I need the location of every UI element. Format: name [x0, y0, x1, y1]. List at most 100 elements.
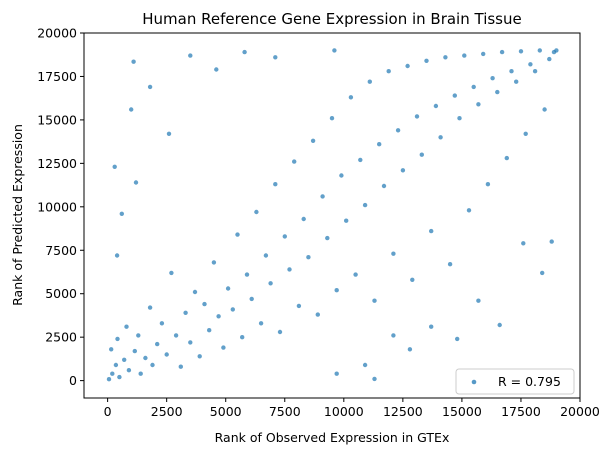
- scatter-point: [523, 131, 528, 136]
- scatter-point: [164, 352, 169, 357]
- x-tick-label: 0: [104, 404, 112, 419]
- scatter-point: [372, 376, 377, 382]
- scatter-point: [429, 228, 434, 234]
- scatter-point: [339, 173, 344, 178]
- scatter-point: [462, 53, 467, 58]
- scatter-point: [344, 218, 349, 223]
- scatter-point: [433, 103, 439, 109]
- scatter-point: [497, 322, 502, 328]
- scatter-point: [301, 216, 306, 222]
- scatter-point: [169, 270, 174, 276]
- scatter-point: [273, 55, 278, 60]
- scatter-point: [129, 107, 134, 112]
- scatter-point: [192, 289, 198, 295]
- scatter-point: [119, 211, 125, 216]
- scatter-point: [521, 241, 526, 246]
- y-tick-label: 17500: [37, 69, 77, 84]
- scatter-point: [117, 374, 122, 380]
- scatter-point: [320, 194, 325, 199]
- scatter-point: [249, 296, 254, 302]
- scatter-point: [136, 333, 141, 338]
- scatter-point: [159, 321, 165, 326]
- scatter-point: [155, 341, 160, 347]
- scatter-point: [147, 305, 153, 310]
- x-tick-label: 17500: [501, 404, 541, 419]
- scatter-point: [282, 234, 287, 239]
- scatter-point: [114, 253, 120, 258]
- scatter-point: [504, 155, 509, 161]
- scatter-point: [277, 329, 283, 335]
- scatter-point: [395, 128, 401, 133]
- scatter-point: [131, 59, 136, 64]
- y-tick-label: 2500: [45, 330, 77, 345]
- scatter-point: [230, 307, 235, 312]
- x-tick-label: 7500: [269, 404, 301, 419]
- legend-box: [455, 368, 575, 395]
- scatter-point: [292, 159, 297, 164]
- y-tick-label: 7500: [45, 243, 77, 258]
- scatter-point: [110, 371, 115, 376]
- scatter-point: [197, 354, 202, 359]
- scatter-point: [221, 345, 226, 350]
- x-axis-ticks: 0 2500 5000 7500 10000 12500 15000 17500 20000: [104, 398, 600, 419]
- scatter-point: [244, 272, 250, 277]
- scatter-point: [540, 270, 545, 276]
- scatter-point: [554, 48, 559, 53]
- scatter-point: [377, 142, 382, 147]
- scatter-point: [367, 79, 372, 84]
- y-tick-label: 10000: [37, 199, 77, 214]
- legend: R = 0.795: [455, 368, 575, 395]
- scatter-point: [362, 362, 368, 368]
- scatter-point: [258, 321, 264, 326]
- scatter-point: [202, 301, 207, 307]
- scatter-point: [188, 53, 193, 58]
- scatter-point: [481, 51, 486, 57]
- scatter-point: [211, 260, 217, 265]
- scatter-point: [254, 209, 259, 215]
- scatter-point: [419, 152, 424, 157]
- y-tick-label: 5000: [45, 286, 77, 301]
- scatter-point: [306, 255, 311, 260]
- scatter-point: [138, 371, 143, 376]
- scatter-point: [542, 107, 547, 112]
- scatter-point: [216, 314, 221, 319]
- scatter-point: [490, 76, 495, 81]
- scatter-point: [400, 168, 406, 173]
- scatter-point: [178, 364, 183, 369]
- scatter-point: [325, 235, 330, 241]
- scatter-point: [547, 56, 552, 62]
- scatter-point: [414, 114, 420, 119]
- scatter-point: [214, 67, 219, 72]
- legend-marker: [471, 379, 477, 385]
- scatter-point: [424, 58, 429, 63]
- scatter-point: [549, 239, 554, 244]
- y-axis-label: Rank of Predicted Expression: [10, 124, 25, 306]
- scatter-point: [391, 333, 396, 338]
- scatter-point: [273, 182, 278, 187]
- y-tick-label: 0: [69, 373, 77, 388]
- scatter-point: [447, 262, 453, 267]
- scatter-point: [381, 183, 387, 189]
- scatter-point: [407, 347, 413, 352]
- scatter-point: [518, 49, 524, 54]
- scatter-point: [485, 182, 491, 187]
- scatter-point: [188, 340, 193, 345]
- scatter-point: [166, 131, 172, 136]
- x-axis-label: Rank of Observed Expression in GTEx: [215, 430, 450, 445]
- scatter-point: [126, 368, 132, 373]
- plot-frame: [83, 32, 581, 399]
- scatter-point: [509, 69, 514, 74]
- scatter-point: [315, 312, 320, 317]
- y-tick-label: 12500: [37, 156, 77, 171]
- x-tick-label: 15000: [442, 404, 482, 419]
- scatter-point: [334, 371, 339, 376]
- scatter-point: [122, 357, 127, 362]
- scatter-point: [455, 336, 460, 342]
- scatter-point: [358, 157, 363, 163]
- scatter-point: [263, 253, 269, 258]
- scatter-point: [429, 324, 434, 329]
- scatter-point: [334, 288, 339, 293]
- scatter-point: [443, 55, 448, 60]
- scatter-point: [495, 89, 500, 95]
